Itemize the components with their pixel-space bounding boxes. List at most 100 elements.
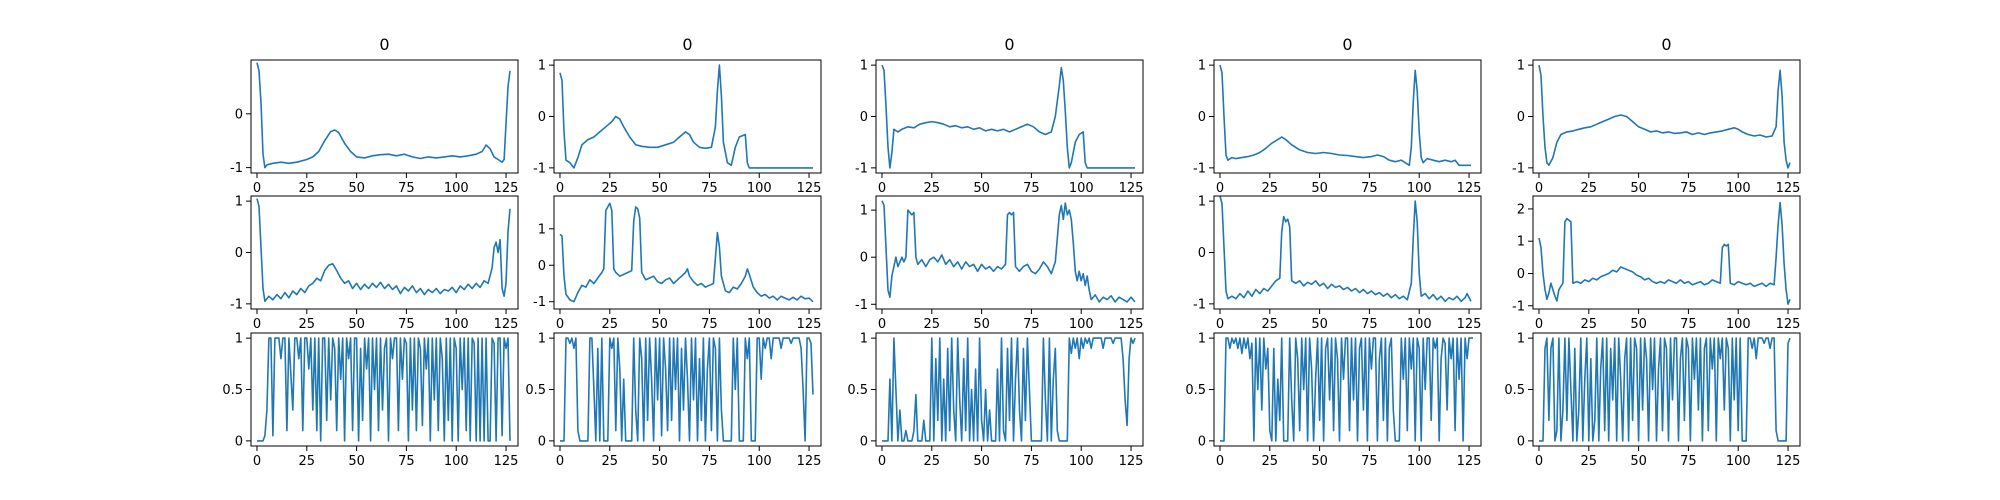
series-line <box>560 337 814 442</box>
x-tick-label: 25 <box>602 317 619 332</box>
subplot-r1-c2: 0 25 50 75 100 125 -1 0 1 <box>855 195 1144 332</box>
axes-frame <box>250 195 519 310</box>
series-line <box>881 200 1136 303</box>
x-tick-label: 50 <box>973 454 990 469</box>
x-tick-label: 25 <box>1262 454 1279 469</box>
x-tick-label: 125 <box>1457 317 1482 332</box>
x-tick-label: 125 <box>797 317 822 332</box>
subplot-r0-c2: 0 25 50 75 100 125 -1 0 1 <box>855 59 1144 196</box>
x-tick-label: 100 <box>444 317 469 332</box>
x-tick-label: 0 <box>556 317 564 332</box>
x-tick-label: 50 <box>973 181 990 196</box>
y-tick-label: 0.5 <box>847 383 868 398</box>
y-tick-label: -1 <box>230 297 243 312</box>
subplot-r1-c4: 0 25 50 75 100 125 -1 0 1 2 <box>1512 195 1801 332</box>
column-title: 0 <box>682 35 692 54</box>
y-tick-label: -1 <box>533 161 546 176</box>
column-title: 0 <box>1004 35 1014 54</box>
x-tick-label: 50 <box>651 454 668 469</box>
x-tick-label: 25 <box>602 454 619 469</box>
subplot-r2-c0: 0 25 50 75 100 125 0 0.5 1 <box>222 332 519 469</box>
x-tick-label: 100 <box>747 317 772 332</box>
x-tick-label: 125 <box>1119 317 1144 332</box>
column-title: 0 <box>379 35 389 54</box>
y-tick-label: 1 <box>1198 195 1206 210</box>
y-tick-label: -1 <box>855 298 868 313</box>
y-tick-label: 0 <box>860 434 868 449</box>
y-tick-label: 1 <box>860 332 868 347</box>
column-title: 0 <box>1661 35 1671 54</box>
series-line <box>559 202 814 303</box>
y-tick-label: -1 <box>1512 161 1525 176</box>
axes-frame <box>250 59 519 174</box>
y-tick-label: 0 <box>860 110 868 125</box>
x-tick-label: 25 <box>1262 181 1279 196</box>
series-line <box>1539 337 1791 442</box>
y-tick-label: 1 <box>1198 332 1206 347</box>
y-tick-label: 1 <box>860 59 868 74</box>
x-tick-label: 25 <box>924 181 941 196</box>
y-tick-label: 0.5 <box>1185 383 1206 398</box>
y-tick-label: -1 <box>230 161 243 176</box>
x-tick-label: 125 <box>1119 454 1144 469</box>
series-line <box>257 337 511 442</box>
x-tick-label: 0 <box>253 181 261 196</box>
x-tick-label: 75 <box>1361 317 1378 332</box>
y-tick-label: -1 <box>1193 161 1206 176</box>
x-tick-label: 75 <box>701 181 718 196</box>
y-tick-label: -1 <box>1193 297 1206 312</box>
series-line <box>559 64 813 169</box>
x-tick-label: 125 <box>797 181 822 196</box>
x-tick-label: 100 <box>747 454 772 469</box>
x-tick-label: 50 <box>348 454 365 469</box>
x-tick-label: 100 <box>1726 317 1751 332</box>
y-tick-label: 0 <box>860 251 868 266</box>
subplot-r2-c3: 0 25 50 75 100 125 0 0.5 1 <box>1185 332 1482 469</box>
y-tick-label: -1 <box>1512 299 1525 314</box>
x-tick-label: 75 <box>1680 454 1697 469</box>
x-tick-label: 75 <box>1680 181 1697 196</box>
x-tick-label: 100 <box>1069 181 1094 196</box>
y-tick-label: 1 <box>538 332 546 347</box>
x-tick-label: 0 <box>878 317 886 332</box>
y-tick-label: 0 <box>1517 110 1525 125</box>
series-line <box>1538 64 1791 169</box>
y-tick-label: 0.5 <box>525 383 546 398</box>
series-line <box>1219 195 1472 303</box>
y-tick-label: 0 <box>1198 246 1206 261</box>
y-tick-label: 2 <box>1517 202 1525 217</box>
y-tick-label: 0.5 <box>1504 383 1525 398</box>
x-tick-label: 0 <box>1216 181 1224 196</box>
x-tick-label: 50 <box>651 181 668 196</box>
x-tick-label: 125 <box>1457 454 1482 469</box>
x-tick-label: 0 <box>253 317 261 332</box>
subplot-r2-c2: 0 25 50 75 100 125 0 0.5 1 <box>847 332 1144 469</box>
axes-frame <box>875 195 1144 310</box>
x-tick-label: 75 <box>1361 454 1378 469</box>
axes-frame <box>553 195 822 310</box>
x-tick-label: 75 <box>1023 454 1040 469</box>
column-title: 0 <box>1342 35 1352 54</box>
subplot-r0-c4: 0 25 50 75 100 125 -1 0 1 <box>1512 59 1801 196</box>
x-tick-label: 75 <box>1361 181 1378 196</box>
x-tick-label: 125 <box>494 181 519 196</box>
y-tick-label: -1 <box>855 161 868 176</box>
y-tick-label: 1 <box>1198 59 1206 74</box>
series-line <box>881 64 1135 169</box>
x-tick-label: 100 <box>444 454 469 469</box>
x-tick-label: 50 <box>651 317 668 332</box>
x-tick-label: 0 <box>1535 317 1543 332</box>
y-tick-label: 0 <box>235 434 243 449</box>
y-tick-label: 1 <box>1517 235 1525 250</box>
x-tick-label: 75 <box>1023 317 1040 332</box>
y-tick-label: 0 <box>235 107 243 122</box>
series-line <box>256 62 511 169</box>
x-tick-label: 75 <box>398 317 415 332</box>
x-tick-label: 100 <box>444 181 469 196</box>
series-line <box>1219 64 1471 167</box>
series-line <box>882 337 1136 442</box>
x-tick-label: 0 <box>878 454 886 469</box>
y-tick-label: 0.5 <box>222 383 243 398</box>
x-tick-label: 75 <box>1023 181 1040 196</box>
